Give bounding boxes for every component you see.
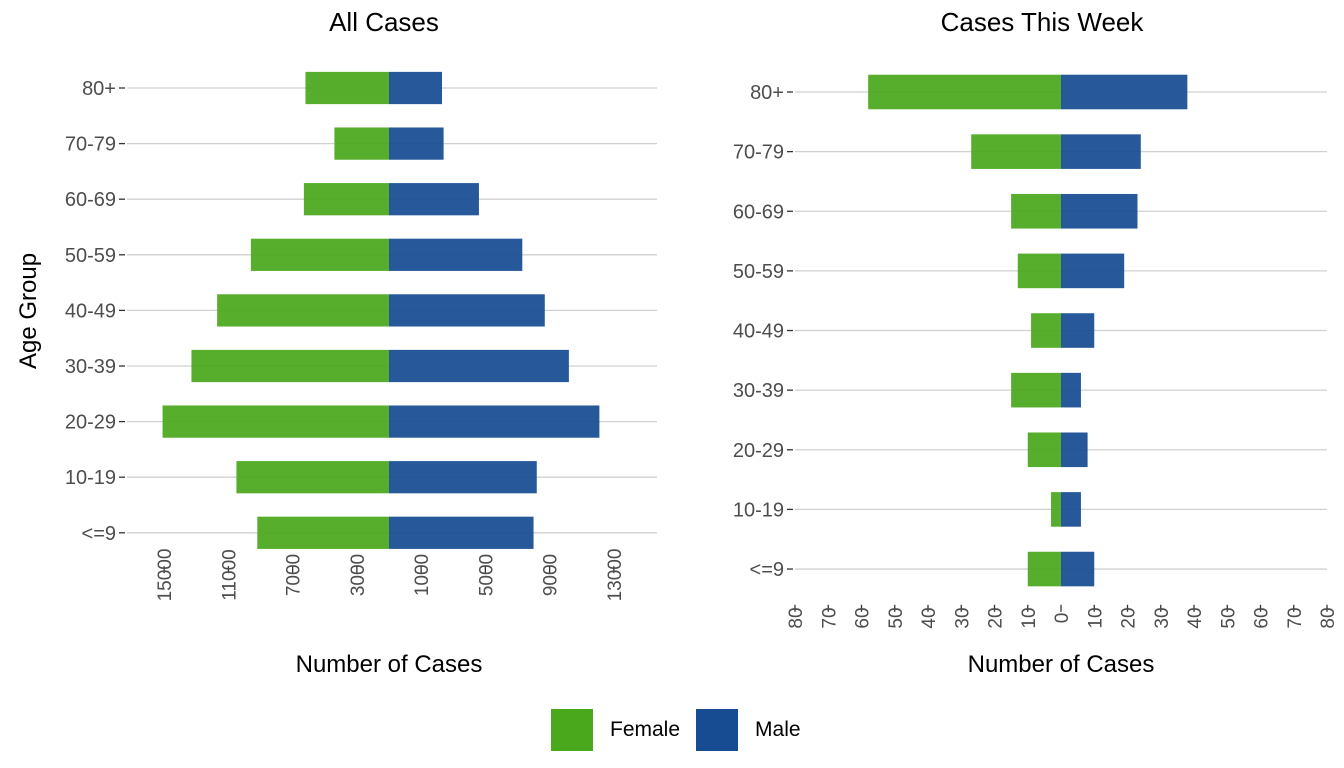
this-week-x-tick-label: 20 [1119, 607, 1140, 628]
this-week-x-tick-label: 40 [919, 607, 940, 628]
legend-key-female [551, 709, 593, 751]
all-cases-bar-female [217, 294, 389, 327]
legend-label-male: Male [755, 718, 801, 741]
all-cases-bar-female [334, 127, 389, 160]
legend-key-male [696, 709, 739, 751]
legend: Female Male [551, 709, 817, 751]
all-cases-bar-female [236, 461, 389, 494]
this-week-bar-female [868, 74, 1061, 110]
this-week-y-tick-label: 60-69 [733, 201, 784, 223]
this-week-x-tick-label: 30 [1152, 607, 1173, 628]
all-cases-bar-female [305, 71, 389, 105]
all-cases-bar-female [191, 349, 389, 383]
all-cases-bar-male [389, 516, 534, 549]
legend-item-male: Male [696, 709, 801, 751]
this-week-x-tick-label: 80 [1318, 607, 1339, 628]
all-cases-x-tick-label: 15000 [155, 549, 176, 602]
this-week-x-tick-label: 70 [819, 607, 840, 628]
this-week-bar-male [1061, 313, 1095, 348]
all-cases-x-tick-label: 11000 [219, 549, 240, 600]
this-week-x-tick-label: 70 [1285, 607, 1306, 628]
all-cases-panel: All Cases Number of Cases Age Group 80+ 7… [15, 7, 657, 678]
all-cases-bar-male [389, 183, 479, 216]
all-cases-bar-female [162, 405, 389, 438]
this-week-x-tick-label: 80 [786, 607, 807, 628]
all-cases-y-tick-label: 70-79 [65, 134, 116, 156]
all-cases-bar-male [389, 349, 569, 383]
all-cases-bar-male [389, 405, 600, 438]
all-cases-x-tick-label: 13000 [605, 549, 626, 602]
all-cases-y-tick-label: 80+ [82, 78, 116, 100]
this-week-bar-female [1027, 551, 1061, 587]
population-pyramid-charts: All Cases Number of Cases Age Group 80+ 7… [15, 7, 1339, 678]
all-cases-x-axis-title: Number of Cases [296, 651, 483, 678]
this-week-x-tick-label: 30 [952, 607, 973, 628]
this-week-bar-female [1011, 193, 1061, 229]
all-cases-x-tick-label: 5000 [476, 554, 497, 596]
this-week-y-tick-label: 70-79 [733, 142, 784, 164]
this-week-x-tick-label: 60 [1252, 607, 1273, 628]
cases-this-week-x-axis-title: Number of Cases [968, 651, 1155, 678]
this-week-bar-male [1061, 134, 1141, 169]
this-week-bar-female [1027, 432, 1061, 468]
all-cases-bar-male [389, 461, 537, 494]
all-cases-y-tick-label: 30-39 [65, 356, 116, 378]
this-week-x-tick-label: 10 [1019, 607, 1040, 628]
this-week-x-tick-label: 50 [886, 607, 907, 628]
this-week-bar-male [1061, 492, 1081, 527]
all-cases-y-tick-label: 50-59 [65, 245, 116, 267]
all-cases-x-tick-label: 3000 [348, 554, 369, 596]
legend-item-female: Female [551, 709, 680, 751]
this-week-x-tick-label: 50 [1218, 607, 1239, 628]
this-week-y-tick-label: 40-49 [733, 321, 784, 343]
this-week-y-tick-label: 10-19 [733, 499, 784, 521]
all-cases-bar-female [257, 516, 389, 549]
this-week-bar-male [1061, 551, 1095, 587]
all-cases-y-tick-label: <=9 [82, 523, 116, 545]
this-week-x-tick-label: 40 [1185, 607, 1206, 628]
cases-this-week-title: Cases This Week [941, 7, 1145, 37]
this-week-bar-male [1061, 193, 1138, 229]
all-cases-x-tick-label: 7000 [284, 554, 305, 596]
this-week-bar-male [1061, 74, 1188, 110]
this-week-bar-female [1017, 253, 1061, 289]
this-week-x-tick-label: 10 [1085, 607, 1106, 628]
this-week-bar-female [1031, 313, 1061, 348]
this-week-bar-female [1051, 492, 1061, 527]
this-week-bar-female [1011, 372, 1061, 408]
this-week-y-tick-label: 80+ [750, 82, 784, 104]
all-cases-bar-female [303, 183, 389, 216]
this-week-y-tick-label: <=9 [750, 559, 784, 581]
all-cases-y-tick-label: 60-69 [65, 189, 116, 211]
this-week-bar-male [1061, 372, 1081, 408]
this-week-y-tick-label: 50-59 [733, 261, 784, 283]
all-cases-x-tick-label: 1000 [412, 554, 433, 596]
this-week-y-tick-label: 30-39 [733, 380, 784, 402]
all-cases-y-tick-label: 10-19 [65, 467, 116, 489]
y-axis-title: Age Group [15, 253, 42, 369]
this-week-x-tick-label: 20 [986, 607, 1007, 628]
all-cases-y-tick-label: 40-49 [65, 300, 116, 322]
this-week-bar-male [1061, 432, 1088, 468]
all-cases-bar-male [389, 71, 442, 105]
legend-label-female: Female [610, 718, 681, 741]
this-week-x-tick-label: 0 [1052, 613, 1073, 624]
this-week-bar-male [1061, 253, 1125, 289]
all-cases-bar-female [250, 238, 389, 271]
cases-this-week-panel: Cases This Week Number of Cases 80+ 70-79… [733, 7, 1339, 678]
this-week-bar-female [971, 134, 1061, 169]
this-week-x-tick-label: 60 [853, 607, 874, 628]
all-cases-x-tick-label: 9000 [541, 554, 562, 596]
all-cases-bar-male [389, 238, 523, 271]
all-cases-bar-male [389, 127, 444, 160]
all-cases-y-tick-label: 20-29 [65, 412, 116, 434]
all-cases-title: All Cases [329, 7, 439, 37]
this-week-y-tick-label: 20-29 [733, 440, 784, 462]
all-cases-bar-male [389, 294, 545, 327]
